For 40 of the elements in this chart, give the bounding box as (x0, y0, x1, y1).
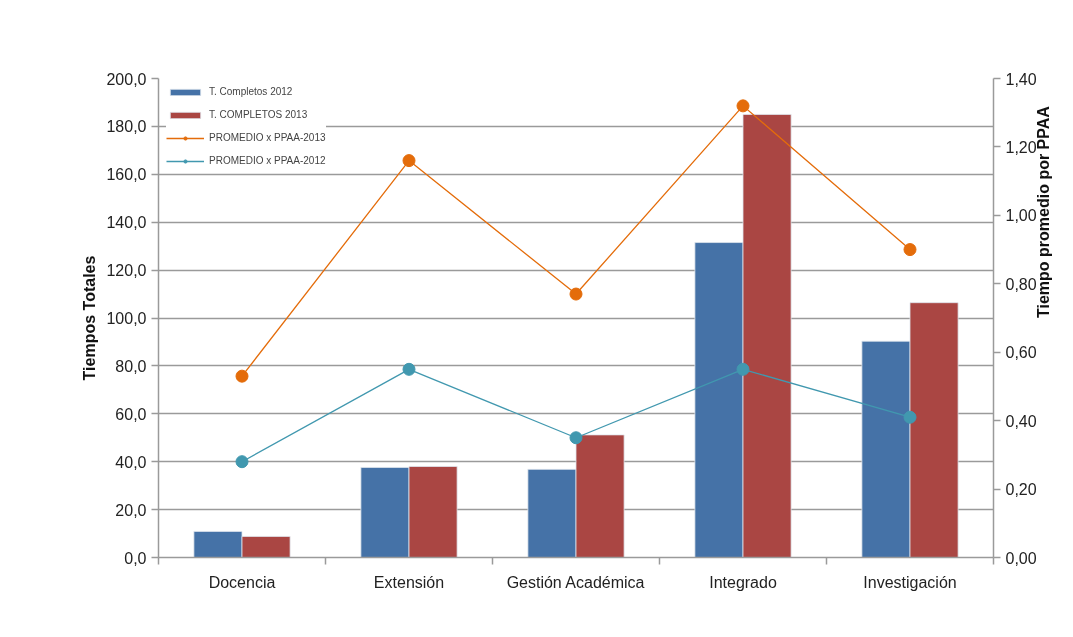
y2-tick-label: 1,20 (1005, 138, 1037, 156)
y-tick-label: 180,0 (106, 118, 147, 136)
y-tick-label: 40,0 (115, 453, 147, 471)
legend-label: T. COMPLETOS 2013 (209, 109, 308, 120)
point (736, 362, 750, 376)
y2-tick-label: 0,20 (1005, 481, 1037, 499)
point (736, 99, 750, 113)
y-tick-label: 140,0 (106, 214, 147, 232)
point (402, 362, 416, 376)
x-tick-label: Integrado (709, 573, 777, 591)
point (903, 410, 917, 424)
y-tick-label: 20,0 (115, 501, 147, 519)
y-tick-label: 100,0 (106, 310, 147, 327)
y2-axis-title: Tiempo promedio por PPAA (1035, 105, 1053, 318)
x-tick-label: Extensión (373, 573, 445, 591)
x-tick-label: Gestión Académica (506, 573, 645, 591)
point (569, 287, 583, 301)
y-tick-label: 200,0 (106, 70, 147, 88)
point (235, 455, 249, 469)
legend-label: PROMEDIO x PPAA-2012 (209, 155, 326, 166)
x-tick-label: Investigación (863, 573, 957, 591)
legend-label: PROMEDIO x PPAA-2013 (209, 132, 326, 143)
y-tick-label: 160,0 (106, 166, 147, 184)
y-tick-label: 80,0 (115, 357, 147, 375)
y2-tick-label: 1,00 (1005, 207, 1037, 225)
y-tick-label: 60,0 (115, 405, 147, 423)
point (402, 154, 416, 168)
y2-tick-label: 1,40 (1005, 70, 1037, 88)
y2-tick-label: 0,60 (1005, 344, 1037, 362)
y-axis-title: Tiempos Totales (81, 255, 99, 381)
y-tick-label: 0,0 (124, 549, 147, 567)
legend-label: T. Completos 2012 (209, 86, 293, 97)
y-tick-label: 120,0 (106, 262, 147, 280)
y2-tick-label: 0,80 (1005, 275, 1037, 293)
point (903, 243, 917, 257)
y2-tick-label: 0,00 (1005, 549, 1037, 567)
x-tick-label: Docencia (208, 573, 276, 591)
y2-tick-label: 0,40 (1005, 412, 1037, 430)
point (235, 369, 249, 383)
point (569, 431, 583, 445)
